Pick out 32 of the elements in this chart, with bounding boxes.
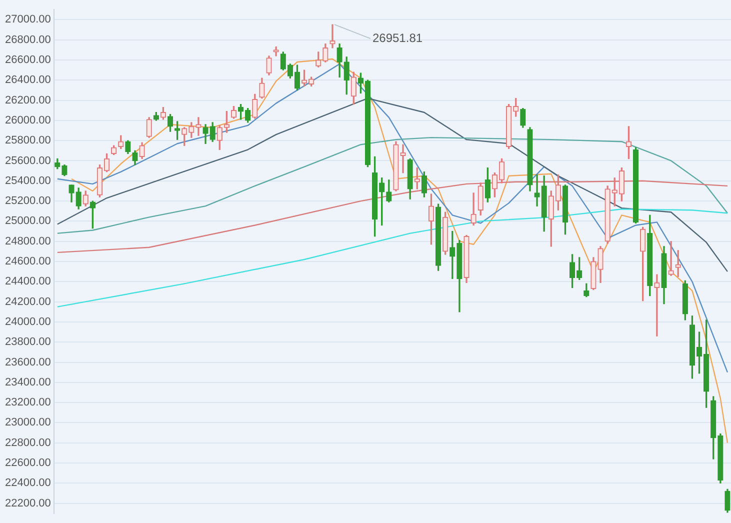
y-tick-label: 25200.00 xyxy=(4,195,51,208)
annotation: 26951.81 xyxy=(372,30,423,45)
y-tick-label: 25400.00 xyxy=(4,174,51,187)
candlestick xyxy=(534,174,540,206)
y-tick-label: 24400.00 xyxy=(4,276,51,288)
candlestick xyxy=(668,241,674,276)
y-tick-label: 26200.00 xyxy=(4,94,51,106)
y-tick-label: 22400.00 xyxy=(4,477,51,490)
y-tick-label: 26000.00 xyxy=(4,114,51,126)
y-tick-label: 24000.00 xyxy=(4,316,51,328)
y-tick-label: 24200.00 xyxy=(4,296,51,308)
y-tick-label: 26600.00 xyxy=(4,54,51,66)
y-tick-label: 26800.00 xyxy=(4,34,51,46)
y-tick-label: 24800.00 xyxy=(4,235,51,248)
y-tick-label: 25600.00 xyxy=(4,154,51,167)
y-tick-label: 22600.00 xyxy=(4,457,51,470)
y-tick-label: 23800.00 xyxy=(4,336,51,348)
candlestick xyxy=(654,274,660,336)
y-tick-label: 22800.00 xyxy=(4,436,51,449)
y-tick-label: 25000.00 xyxy=(4,215,51,228)
y-tick-label: 23600.00 xyxy=(4,356,51,368)
y-tick-label: 23200.00 xyxy=(4,396,51,409)
y-tick-label: 23400.00 xyxy=(4,376,51,388)
candlestick xyxy=(400,144,406,174)
candlestick xyxy=(330,24,336,48)
y-tick-label: 27000.00 xyxy=(4,14,51,26)
y-tick-label: 23000.00 xyxy=(4,416,51,429)
y-tick-label: 24600.00 xyxy=(4,256,51,268)
y-tick-label: 25800.00 xyxy=(4,134,51,147)
y-tick-label: 22200.00 xyxy=(4,497,51,510)
candlestick xyxy=(196,117,202,136)
y-tick-label: 26400.00 xyxy=(4,74,51,86)
